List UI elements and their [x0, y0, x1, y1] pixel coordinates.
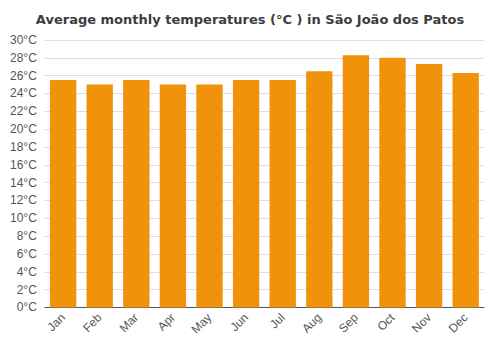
svg-text:2°C: 2°C — [17, 283, 37, 297]
svg-text:18°C: 18°C — [10, 140, 37, 154]
svg-text:Jan: Jan — [44, 311, 68, 335]
svg-text:Aug: Aug — [299, 311, 324, 336]
svg-text:Apr: Apr — [155, 311, 178, 334]
svg-text:0°C: 0°C — [17, 300, 37, 314]
svg-text:Average monthly temperatures (: Average monthly temperatures (°C ) in Sã… — [36, 12, 465, 27]
svg-text:16°C: 16°C — [10, 158, 37, 172]
svg-text:26°C: 26°C — [10, 69, 37, 83]
svg-text:Jul: Jul — [267, 311, 288, 332]
svg-text:20°C: 20°C — [10, 122, 37, 136]
svg-text:24°C: 24°C — [10, 86, 37, 100]
svg-text:Nov: Nov — [409, 311, 434, 336]
svg-text:28°C: 28°C — [10, 51, 37, 65]
svg-text:Sep: Sep — [336, 310, 361, 335]
svg-text:14°C: 14°C — [10, 176, 37, 190]
svg-text:Feb: Feb — [80, 310, 105, 335]
svg-text:4°C: 4°C — [17, 265, 37, 279]
svg-text:8°C: 8°C — [17, 229, 37, 243]
svg-text:10°C: 10°C — [10, 211, 37, 225]
svg-text:22°C: 22°C — [10, 104, 37, 118]
svg-text:12°C: 12°C — [10, 193, 37, 207]
svg-text:Mar: Mar — [117, 311, 142, 335]
svg-text:Jun: Jun — [227, 311, 251, 335]
svg-text:May: May — [189, 311, 215, 337]
svg-text:30°C: 30°C — [10, 33, 37, 47]
svg-text:Dec: Dec — [446, 311, 471, 336]
svg-text:Oct: Oct — [374, 310, 398, 334]
svg-text:6°C: 6°C — [17, 247, 37, 261]
